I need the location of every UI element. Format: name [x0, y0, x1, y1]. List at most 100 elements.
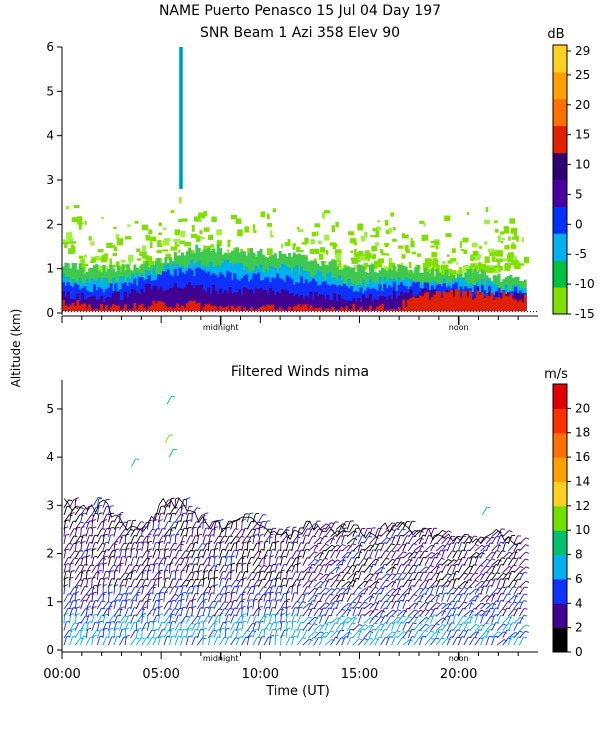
wind-barb	[469, 544, 476, 552]
wind-barb	[352, 564, 357, 574]
wind-barb	[385, 543, 392, 552]
wind-barb	[152, 593, 157, 602]
wind-barb	[119, 529, 126, 537]
wind-barb	[252, 572, 258, 581]
wind-barb	[452, 600, 458, 610]
wind-barb	[496, 593, 502, 602]
wind-barb	[63, 601, 70, 610]
snr-band-cell	[323, 281, 327, 311]
snr-echo-cell	[157, 240, 162, 246]
wind-barb	[235, 520, 238, 530]
snr-echo-cell	[141, 245, 147, 253]
wind-barb-flag	[231, 562, 236, 565]
snr-band-cell	[485, 295, 489, 311]
wind-barb	[452, 578, 457, 588]
wind-barb	[207, 535, 212, 545]
wind-barb	[202, 542, 208, 552]
wind-barb	[213, 571, 216, 581]
wind-barb	[246, 614, 251, 624]
snr-band-cell	[173, 307, 177, 311]
wind-barb	[463, 637, 469, 646]
snr-band-cell	[97, 287, 101, 311]
snr-band-cell	[252, 293, 256, 311]
wind-barb	[374, 578, 379, 588]
wind-barb	[502, 578, 506, 588]
wind-barb	[213, 636, 218, 646]
wind-barb-flag	[187, 519, 192, 522]
wind-barb	[419, 587, 426, 595]
wind-barb	[463, 542, 467, 552]
snr-band-cell	[366, 298, 370, 311]
wind-barb-flag	[118, 593, 123, 596]
wind-barb	[91, 542, 96, 552]
snr-band-cell	[383, 296, 387, 311]
snr-band-cell	[354, 291, 358, 311]
wind-barb	[402, 542, 407, 552]
wind-barb-flag	[424, 587, 429, 590]
colorbar-frame	[552, 383, 568, 653]
wind-barb	[480, 614, 484, 624]
snr-echo-cell	[398, 245, 404, 249]
wind-barb	[80, 636, 84, 646]
wind-barb-flag	[503, 639, 508, 642]
colorbar-tick-label: 29	[575, 44, 590, 58]
wind-barb	[496, 586, 503, 595]
snr-echo-cell	[193, 216, 199, 222]
wind-barb	[113, 542, 116, 552]
wind-barb-flag	[396, 543, 401, 546]
wind-barb-flag	[497, 631, 502, 634]
wind-barb	[363, 549, 368, 559]
snr-echo-cell	[97, 249, 104, 253]
wind-barb-flag	[474, 572, 479, 575]
wind-barb-flag	[287, 613, 291, 615]
wind-barb-flag	[212, 600, 217, 603]
snr-band-cell	[226, 270, 230, 311]
snr-echo-cell	[445, 233, 452, 238]
snr-band-cell	[376, 306, 380, 311]
wind-barb	[191, 507, 198, 516]
snr-band-cell	[499, 298, 503, 311]
snr-band-cell	[64, 305, 68, 311]
wind-barb	[235, 622, 240, 631]
wind-barb	[291, 564, 296, 574]
wind-barb	[130, 528, 136, 537]
snr-echo-cell	[247, 248, 252, 254]
wind-barb	[346, 593, 352, 602]
wind-barb-flag	[275, 634, 279, 637]
wind-barb	[85, 514, 92, 523]
wind-barb	[413, 571, 419, 581]
wind-barb	[185, 572, 192, 581]
wind-barb	[124, 529, 131, 537]
wind-barb	[457, 557, 463, 566]
snr-echo-cell	[460, 240, 463, 248]
wind-barb-flag	[414, 609, 419, 612]
snr-echo-cell	[323, 210, 331, 214]
wind-barb-flag	[481, 552, 486, 555]
snr-echo-cell	[111, 245, 116, 248]
wind-barb	[235, 529, 242, 537]
snr-band-cell	[78, 305, 82, 311]
wind-barb	[163, 601, 169, 610]
snr-echo-cell	[514, 260, 520, 264]
snr-echo-cell	[189, 249, 195, 254]
wind-barb	[291, 571, 296, 581]
wind-barb	[141, 564, 147, 574]
wind-barb	[269, 629, 273, 639]
wind-barb-flag	[431, 551, 435, 555]
snr-band-cell	[349, 300, 353, 311]
wind-barb	[191, 593, 196, 602]
wind-barb-flag	[508, 530, 513, 533]
wind-barb	[413, 637, 420, 646]
snr-band-cell	[390, 309, 394, 311]
snr-echo-cell	[163, 227, 167, 230]
wind-barb	[507, 631, 516, 639]
wind-barb	[446, 629, 452, 639]
wind-barb	[324, 588, 332, 595]
wind-barb	[352, 607, 357, 617]
wind-barb	[291, 542, 295, 552]
snr-band-cell	[304, 279, 308, 311]
snr-band-cell	[66, 306, 70, 311]
snr-echo-cell	[203, 245, 206, 253]
wind-barb	[435, 602, 443, 610]
wind-barb-flag	[203, 634, 207, 637]
